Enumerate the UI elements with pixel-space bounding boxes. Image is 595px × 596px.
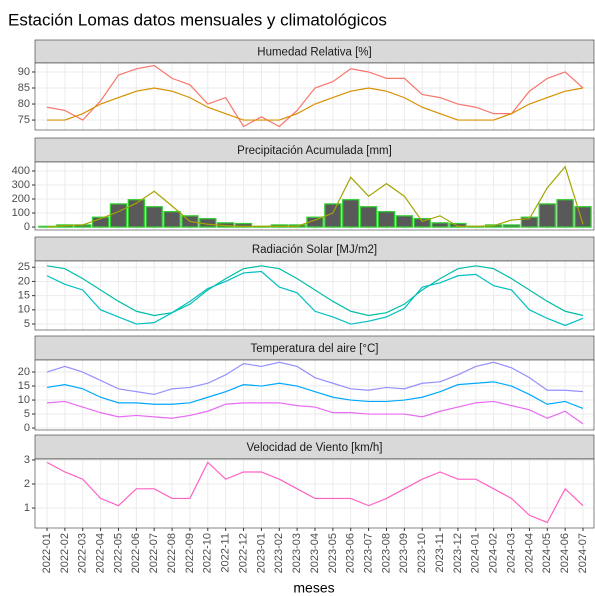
strip bbox=[34, 335, 595, 361]
line bbox=[46, 265, 584, 317]
x-tick-label: 2024-02 bbox=[488, 533, 500, 573]
panel-title: Temperatura del aire [°C] bbox=[251, 343, 379, 355]
bar bbox=[342, 199, 360, 228]
x-tick-label: 2022-10 bbox=[202, 533, 214, 573]
y-tick-label: 85 bbox=[18, 82, 30, 94]
x-tick-label: 2023-11 bbox=[434, 533, 446, 573]
y-tick-label: 2 bbox=[24, 478, 30, 490]
x-tick-label: 2023-03 bbox=[291, 533, 303, 573]
x-tick-label: 2024-05 bbox=[541, 533, 553, 573]
x-tick-label: 2023-08 bbox=[380, 533, 392, 573]
x-tick-label: 2023-10 bbox=[416, 533, 428, 573]
x-tick-label: 2022-08 bbox=[166, 533, 178, 573]
bar bbox=[145, 206, 163, 228]
bar bbox=[556, 199, 574, 228]
bar bbox=[538, 203, 556, 228]
bar bbox=[449, 222, 467, 228]
y-tick-label: 80 bbox=[18, 98, 30, 110]
y-tick-label: 0 bbox=[24, 221, 30, 233]
bar bbox=[109, 203, 128, 228]
bar bbox=[91, 216, 110, 228]
bar bbox=[163, 210, 181, 228]
x-tick-label: 2022-03 bbox=[77, 533, 89, 573]
line bbox=[46, 400, 584, 425]
y-tick-label: 5 bbox=[24, 408, 30, 420]
y-tick-label: 3 bbox=[24, 454, 30, 466]
y-tick-label: 10 bbox=[18, 394, 30, 406]
x-tick-label: 2022-06 bbox=[130, 533, 142, 573]
y-tick-label: 25 bbox=[18, 261, 30, 273]
bar bbox=[413, 217, 431, 228]
line bbox=[46, 165, 584, 228]
x-tick-label: 2024-04 bbox=[523, 533, 535, 573]
line bbox=[46, 361, 584, 396]
y-tick-label: 75 bbox=[18, 114, 30, 126]
y-tick-label: 5 bbox=[24, 318, 30, 330]
x-tick-label: 2024-06 bbox=[559, 533, 571, 573]
bar bbox=[502, 224, 521, 228]
bar bbox=[324, 203, 342, 228]
line bbox=[46, 64, 584, 128]
x-tick-label: 2023-06 bbox=[345, 533, 357, 573]
y-tick-label: 20 bbox=[18, 275, 30, 287]
x-tick-label: 2023-12 bbox=[452, 533, 464, 573]
x-tick-label: 2023-01 bbox=[255, 533, 267, 573]
y-tick-label: 1 bbox=[24, 502, 30, 514]
x-tick-label: 2023-07 bbox=[363, 533, 375, 573]
bar bbox=[377, 210, 396, 228]
strip bbox=[34, 137, 595, 163]
line bbox=[46, 461, 584, 524]
panel-border bbox=[34, 62, 595, 131]
y-tick-label: 20 bbox=[18, 366, 30, 378]
bar bbox=[306, 216, 324, 228]
y-tick-label: 200 bbox=[12, 193, 30, 205]
x-tick-label: 2024-07 bbox=[577, 533, 589, 573]
x-tick-label: 2024-03 bbox=[505, 533, 517, 573]
x-axis-title: meses bbox=[293, 580, 334, 596]
bar bbox=[359, 206, 378, 228]
x-tick-label: 2022-07 bbox=[148, 533, 160, 573]
line bbox=[46, 381, 584, 409]
panel-title: Humedad Relativa [%] bbox=[257, 47, 371, 59]
x-tick-label: 2022-05 bbox=[112, 533, 124, 573]
line bbox=[46, 270, 584, 327]
y-tick-label: 10 bbox=[18, 304, 30, 316]
x-tick-label: 2023-04 bbox=[309, 533, 321, 573]
bar bbox=[127, 199, 146, 228]
panel-border bbox=[34, 359, 595, 431]
y-tick-label: 0 bbox=[24, 422, 30, 434]
x-tick-label: 2023-02 bbox=[273, 533, 285, 573]
x-tick-label: 2023-09 bbox=[398, 533, 410, 573]
y-tick-label: 300 bbox=[12, 179, 30, 191]
line bbox=[47, 87, 584, 121]
x-tick-label: 2024-01 bbox=[470, 533, 482, 573]
x-tick-label: 2022-01 bbox=[41, 533, 53, 573]
strip bbox=[34, 434, 595, 460]
chart-title: Estación Lomas datos mensuales y climato… bbox=[8, 10, 387, 29]
x-tick-label: 2022-11 bbox=[220, 533, 232, 573]
bar bbox=[395, 215, 414, 228]
bar bbox=[431, 222, 449, 228]
y-tick-label: 15 bbox=[18, 380, 30, 392]
y-tick-label: 400 bbox=[12, 165, 30, 177]
panel-border bbox=[34, 260, 595, 331]
y-tick-label: 15 bbox=[18, 290, 30, 302]
panel-title: Velocidad de Viento [km/h] bbox=[247, 442, 383, 454]
x-tick-label: 2022-12 bbox=[237, 533, 249, 573]
x-tick-label: 2022-09 bbox=[184, 533, 196, 573]
panel-title: Precipitación Acumulada [mm] bbox=[237, 145, 392, 157]
x-tick-label: 2022-02 bbox=[59, 533, 71, 573]
panel-title: Radiación Solar [MJ/m2] bbox=[252, 244, 377, 256]
y-tick-label: 100 bbox=[12, 207, 30, 219]
x-tick-label: 2022-04 bbox=[95, 533, 107, 573]
panel-border bbox=[34, 161, 595, 231]
bar bbox=[234, 222, 253, 228]
x-tick-label: 2023-05 bbox=[327, 533, 339, 573]
bar bbox=[520, 216, 539, 228]
y-tick-label: 90 bbox=[18, 66, 30, 78]
